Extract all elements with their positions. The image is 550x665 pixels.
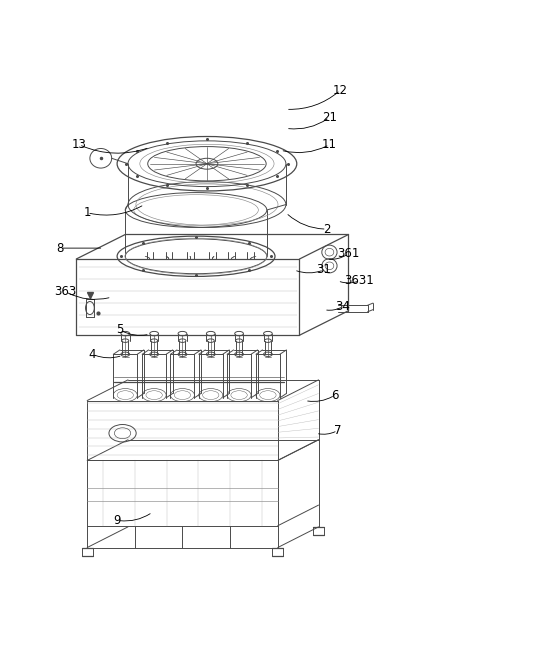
- Text: 3631: 3631: [344, 274, 374, 287]
- Text: 7: 7: [334, 424, 342, 437]
- Text: 9: 9: [113, 514, 121, 527]
- Text: 12: 12: [333, 84, 348, 96]
- Text: 21: 21: [322, 111, 337, 124]
- Text: 31: 31: [317, 263, 332, 277]
- Text: 1: 1: [84, 206, 91, 219]
- Text: 6: 6: [331, 388, 339, 402]
- Text: 2: 2: [323, 223, 331, 235]
- Text: 8: 8: [56, 241, 64, 255]
- Text: 363: 363: [54, 285, 76, 298]
- Text: 11: 11: [322, 138, 337, 151]
- Text: 13: 13: [72, 138, 86, 151]
- Text: 361: 361: [337, 247, 360, 260]
- Text: 34: 34: [336, 300, 350, 313]
- Text: 5: 5: [116, 323, 124, 336]
- Text: 4: 4: [89, 348, 96, 361]
